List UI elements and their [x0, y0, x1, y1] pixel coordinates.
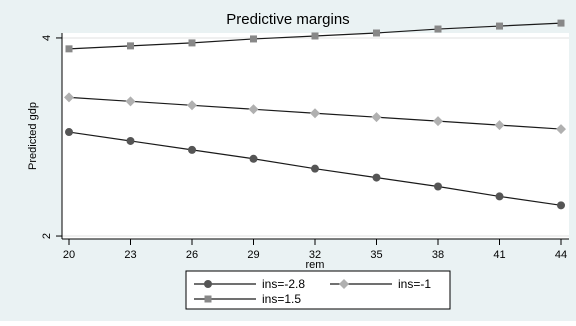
circle-data-point	[249, 154, 258, 163]
diamond-data-point	[248, 104, 259, 115]
x-tick-label: 29	[247, 249, 259, 261]
x-tick-label: 38	[432, 249, 444, 261]
x-tick-label: 26	[186, 249, 198, 261]
legend-entry: ins=-2.8	[194, 277, 305, 291]
legend-label: ins=-2.8	[262, 277, 305, 291]
legend-entry: ins=1.5	[194, 292, 301, 306]
diamond-data-point	[371, 112, 382, 123]
legend-entry: ins=-1	[330, 277, 431, 291]
legend-label: ins=-1	[398, 277, 431, 291]
plot-background	[62, 33, 569, 239]
circle-data-point	[372, 173, 381, 182]
square-data-point	[250, 35, 257, 43]
x-tick-label: 23	[124, 249, 136, 261]
square-data-point	[557, 19, 565, 27]
y-tick-label: 2	[41, 233, 53, 239]
chart-title: Predictive margins	[226, 11, 349, 28]
diamond-data-point	[433, 116, 443, 127]
square-data-point	[496, 22, 503, 30]
square-data-point	[188, 39, 196, 47]
diamond-data-point	[125, 96, 136, 107]
series-2	[64, 92, 566, 135]
series-layer	[64, 19, 566, 210]
x-tick-label: 41	[493, 249, 505, 261]
circle-data-point	[188, 145, 196, 154]
square-data-point	[65, 45, 73, 53]
circle-data-point	[434, 182, 442, 191]
square-data-point	[434, 25, 442, 33]
circle-data-point	[495, 192, 504, 201]
square-data-point	[373, 29, 380, 37]
circle-data-point	[311, 164, 319, 173]
circle-data-point	[126, 136, 135, 145]
circle-data-point	[557, 201, 565, 210]
y-tick-label: 4	[41, 35, 53, 41]
diamond-data-point	[494, 120, 505, 131]
legend-square-marker	[204, 295, 212, 303]
axis-layer: 2 4 20 23 26 29 32 35 38 41 44	[41, 33, 569, 261]
square-data-point	[311, 32, 319, 40]
x-tick-label: 32	[309, 249, 321, 261]
diamond-data-point	[556, 124, 566, 135]
y-axis-label: Predicted gdp	[27, 102, 39, 170]
legend-box	[185, 270, 451, 310]
legend-diamond-marker	[339, 279, 349, 289]
diamond-data-point	[310, 108, 320, 119]
legend-circle-marker	[204, 280, 212, 288]
series-3	[65, 19, 565, 53]
diamond-data-point	[64, 92, 74, 103]
x-tick-label: 20	[63, 249, 75, 261]
legend: ins=-2.8 ins=-1 ins=1.5	[194, 277, 431, 306]
circle-data-point	[65, 128, 73, 137]
square-data-point	[127, 42, 134, 50]
diamond-data-point	[187, 100, 197, 111]
x-tick-label: 44	[555, 249, 567, 261]
x-axis-label: rem	[306, 259, 325, 271]
x-tick-label: 35	[370, 249, 382, 261]
legend-label: ins=1.5	[262, 292, 301, 306]
series-1	[65, 128, 565, 210]
